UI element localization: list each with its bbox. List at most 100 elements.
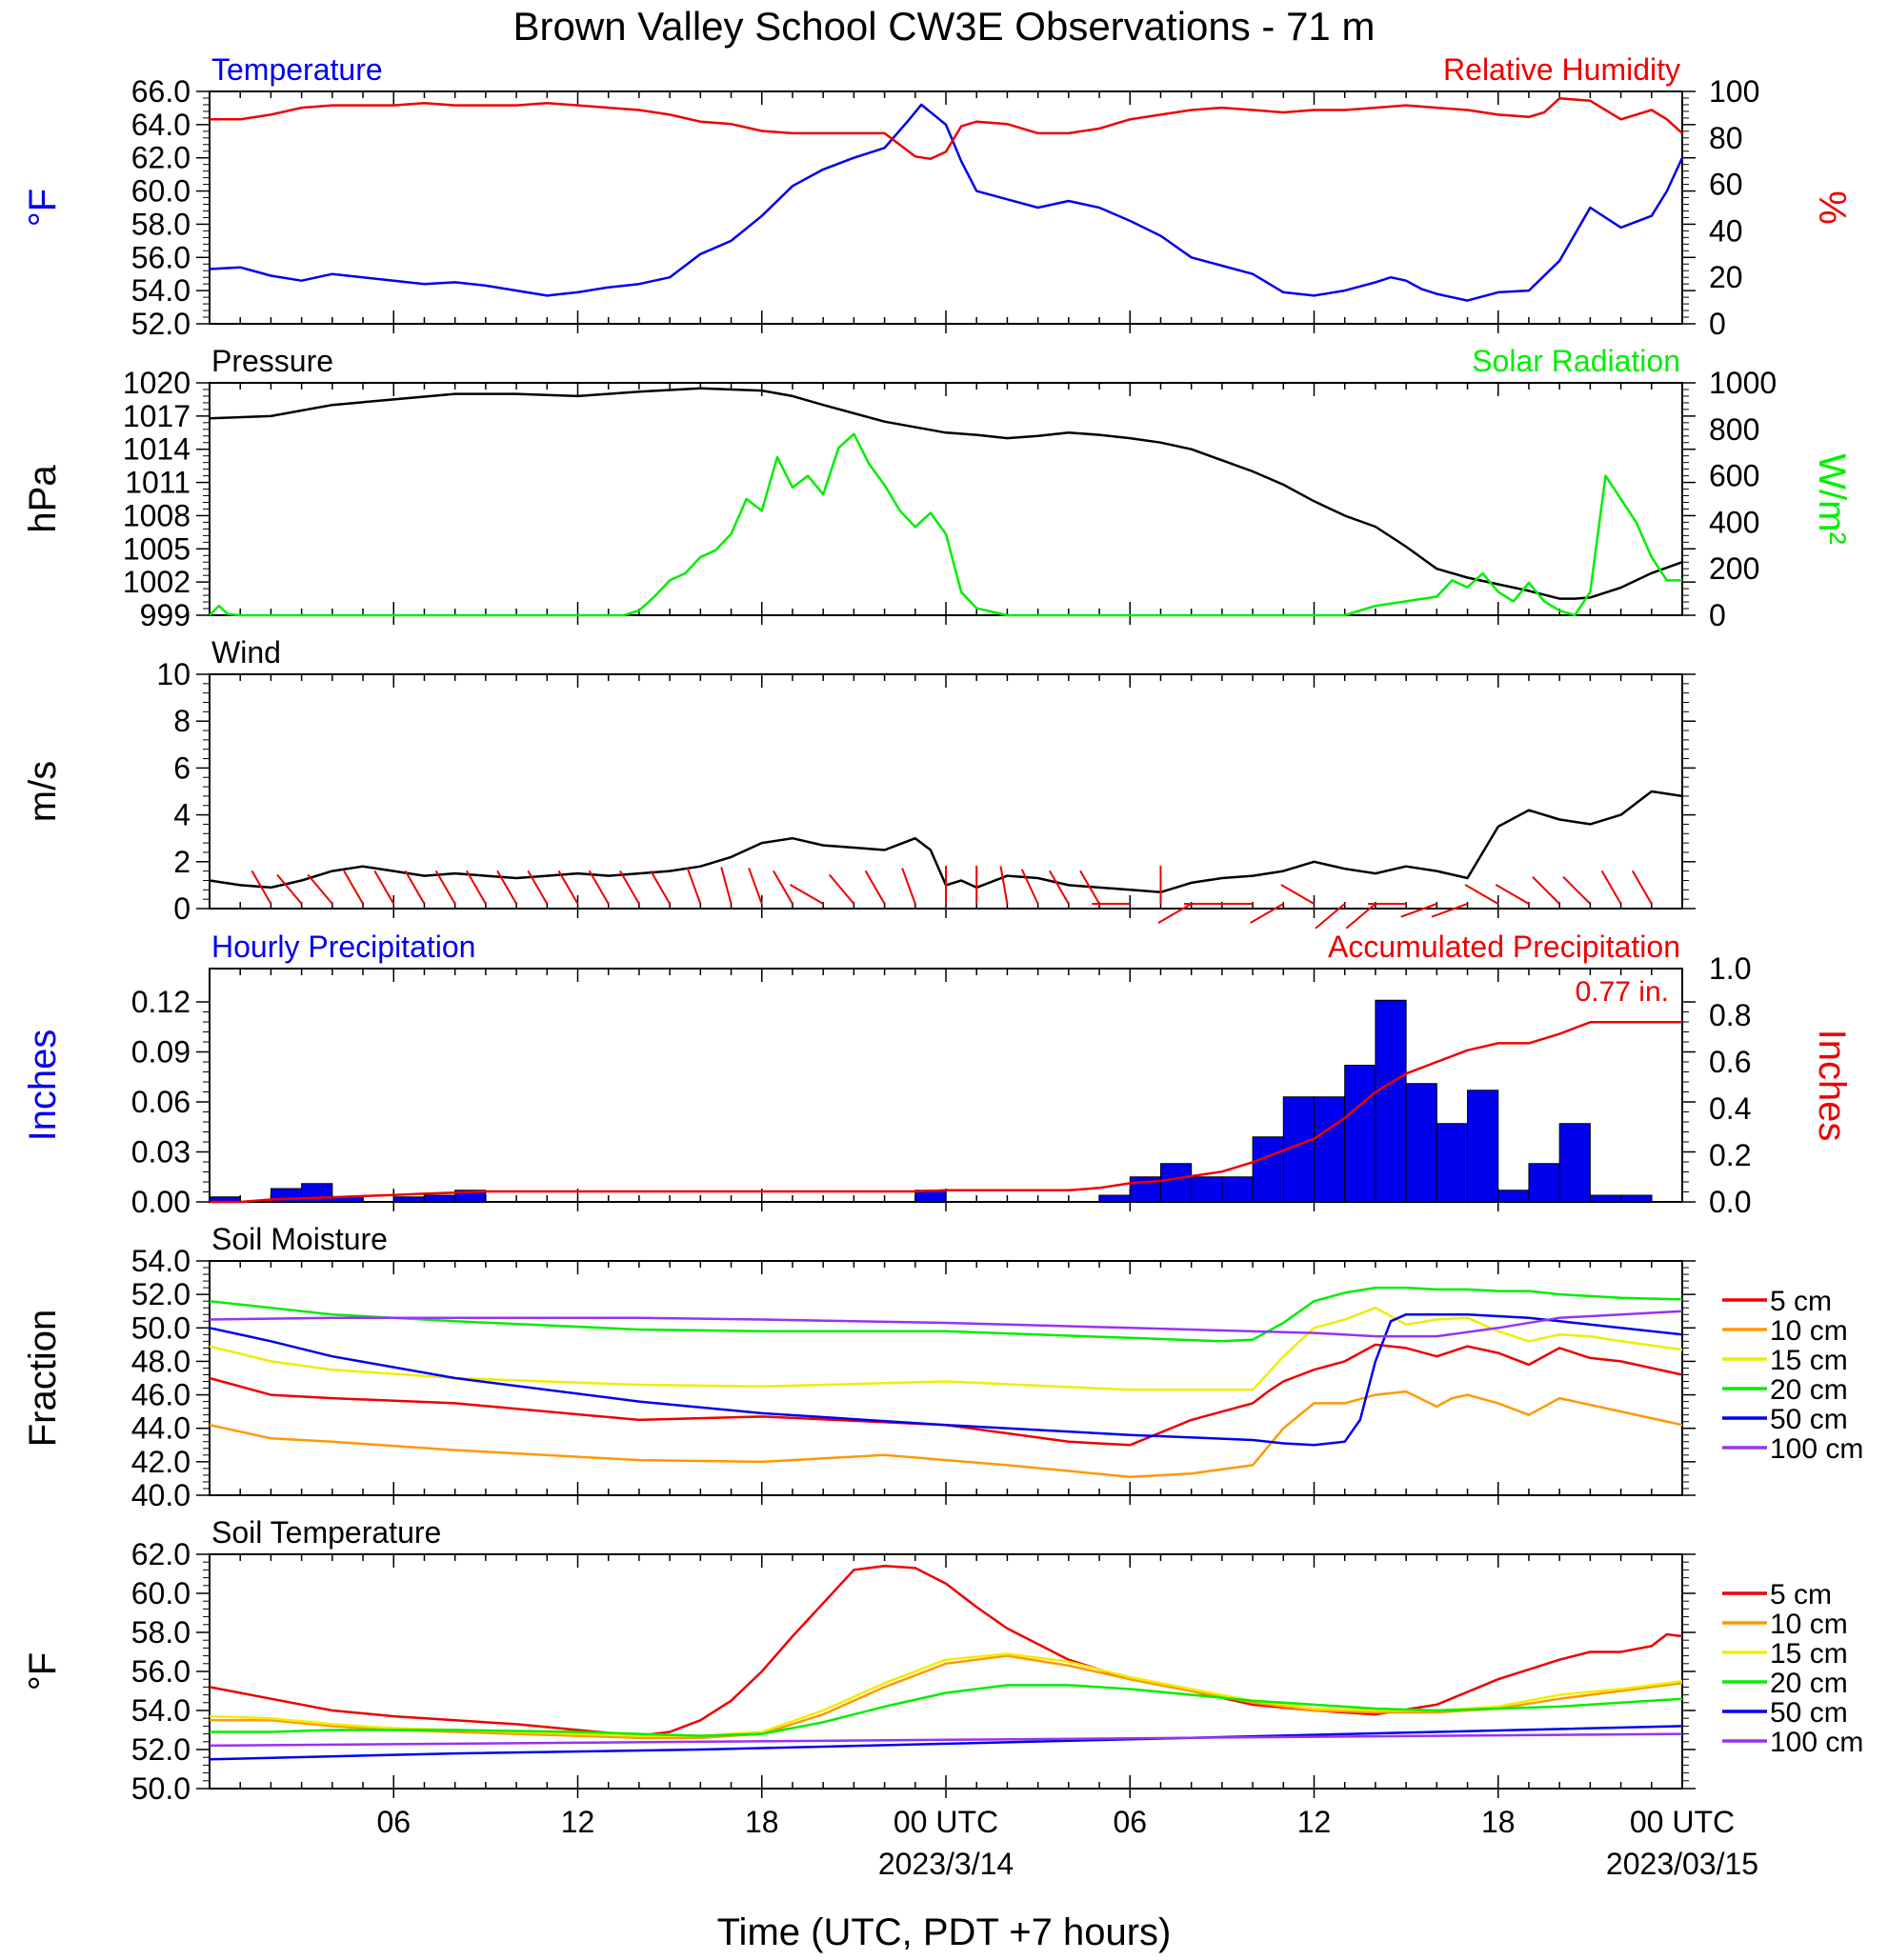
wind-barb	[527, 870, 549, 905]
y-tick-label-left: 1008	[123, 498, 191, 532]
series-line-5-cm	[209, 1343, 1683, 1447]
y-tick-label-right: 1000	[1709, 366, 1777, 400]
y-tick-label-right: 0.0	[1709, 1185, 1751, 1219]
precip-bar	[1436, 1123, 1469, 1203]
y-tick-label-left: 54.0	[131, 1244, 191, 1278]
wind-barb	[720, 867, 733, 905]
wind-barb	[404, 870, 426, 905]
precip-bar	[1344, 1065, 1376, 1203]
wind-barb	[828, 873, 855, 905]
wind-barb	[466, 870, 487, 905]
y-tick-label-left: 58.0	[131, 207, 191, 241]
y-tick-label-left: 52.0	[131, 1732, 191, 1767]
y-tick-label-left: 52.0	[131, 307, 191, 341]
legend-label: 100 cm	[1770, 1727, 1863, 1758]
panel-soil_temp: 50.0 52.0 54.0 56.0 58.0 60.0 62.0 Soil Tempera…	[22, 1515, 1863, 1806]
series-line-20-cm	[209, 1286, 1683, 1343]
series-line-solar-radiation	[209, 432, 1682, 617]
y-tick-label-left: 1011	[125, 466, 191, 500]
wind-barb	[251, 870, 272, 905]
x-date-label: 2023/3/14	[878, 1847, 1014, 1881]
series-line-10-cm	[210, 1654, 1683, 1739]
x-tick-label: 00 UTC	[894, 1805, 998, 1839]
precip-bar	[392, 1196, 425, 1203]
y-tick-label-left: 0.06	[131, 1085, 191, 1119]
x-axis-title: Time (UTC, PDT +7 hours)	[717, 1911, 1172, 1953]
y-tick-label-right: 60	[1709, 168, 1743, 202]
wind-barb	[588, 870, 610, 905]
wind-barb	[686, 868, 702, 905]
y-axis-label-left: Inches	[22, 1030, 64, 1142]
panel-title-left: Wind	[211, 635, 281, 670]
wind-barb	[1280, 884, 1316, 905]
legend-label: 5 cm	[1770, 1579, 1832, 1610]
precip-bar	[1589, 1194, 1622, 1203]
wind-barb	[1400, 903, 1437, 918]
panel-precip: 0.00 0.03 0.06 0.09 0.12 0.0 0.2 0.4 0.6 0.8 1.0 Ho…	[22, 930, 1853, 1219]
wind-barb	[1157, 903, 1193, 924]
y-tick-label-right: 0.6	[1709, 1045, 1751, 1079]
x-tick-label: 18	[1481, 1805, 1516, 1839]
precip-total-annotation: 0.77 in.	[1576, 976, 1669, 1008]
y-tick-label-right: 20	[1709, 260, 1743, 294]
y-tick-label-left: 66.0	[131, 74, 191, 109]
y-tick-label-left: 0.09	[131, 1035, 191, 1070]
precip-bar	[1497, 1190, 1530, 1203]
y-tick-label-left: 999	[140, 598, 191, 632]
y-tick-label-left: 52.0	[131, 1277, 191, 1311]
y-tick-label-left: 1002	[123, 565, 191, 599]
x-tick-label: 18	[745, 1805, 779, 1839]
x-tick-label: 06	[1113, 1805, 1147, 1839]
y-tick-label-left: 10	[156, 657, 191, 691]
y-tick-label-left: 8	[173, 704, 191, 738]
precip-bar	[1191, 1176, 1223, 1203]
figure-title: Brown Valley School CW3E Observations - …	[513, 4, 1376, 49]
wind-barb	[773, 870, 793, 905]
panels: 52.054.056.058.060.062.064.066.002040608…	[22, 52, 1863, 1881]
wind-barb	[901, 868, 916, 905]
wind-barb	[1631, 870, 1653, 905]
wind-barb	[650, 870, 671, 905]
panel-temp_rh: 52.054.056.058.060.062.064.066.0 0 20 40 60 8…	[22, 52, 1853, 341]
y-axis-label-left: °F	[22, 1652, 64, 1690]
y-tick-label-right: 80	[1709, 121, 1743, 155]
series-line-pressure	[209, 387, 1683, 600]
y-tick-label-left: 56.0	[131, 1654, 191, 1689]
precip-bar	[1159, 1163, 1193, 1203]
precip-bar	[1620, 1194, 1653, 1203]
y-axis-label-left: Fraction	[22, 1310, 64, 1448]
legend-label: 20 cm	[1770, 1374, 1848, 1406]
y-tick-label-left: 1020	[123, 366, 191, 400]
precip-bar	[423, 1194, 456, 1203]
legend-label: 10 cm	[1770, 1609, 1848, 1640]
legend-label: 10 cm	[1770, 1315, 1848, 1347]
wind-barb	[1532, 876, 1560, 905]
precip-bar	[1252, 1136, 1284, 1203]
y-tick-label-left: 62.0	[131, 1537, 191, 1571]
wind-barb	[619, 870, 640, 905]
y-tick-label-right: 200	[1709, 551, 1759, 586]
y-axis-label-right: %	[1811, 190, 1853, 225]
wind-barb	[343, 870, 364, 905]
wind-barb	[1600, 870, 1622, 905]
y-tick-label-left: 42.0	[131, 1445, 191, 1479]
y-axis-label-left: m/s	[22, 761, 64, 822]
y-tick-label-left: 46.0	[131, 1378, 191, 1412]
panel-title-right: Accumulated Precipitation	[1328, 930, 1680, 964]
y-tick-label-left: 44.0	[131, 1411, 191, 1446]
y-tick-label-right: 40	[1709, 213, 1743, 248]
panel-title-right: Relative Humidity	[1443, 52, 1680, 87]
wind-barb	[1464, 884, 1499, 905]
wind-barb	[1048, 870, 1070, 905]
precip-bar	[1375, 999, 1407, 1203]
precip-bar	[1405, 1083, 1437, 1203]
y-axis-label-left: hPa	[22, 465, 64, 533]
y-tick-label-left: 1014	[123, 432, 191, 467]
y-tick-label-left: 0	[173, 891, 191, 926]
y-axis-label-right: Inches	[1811, 1030, 1853, 1142]
y-tick-label-left: 54.0	[131, 1693, 191, 1728]
wind-barb	[748, 868, 763, 905]
y-tick-label-left: 48.0	[131, 1344, 191, 1378]
y-tick-label-left: 0.00	[131, 1185, 191, 1219]
